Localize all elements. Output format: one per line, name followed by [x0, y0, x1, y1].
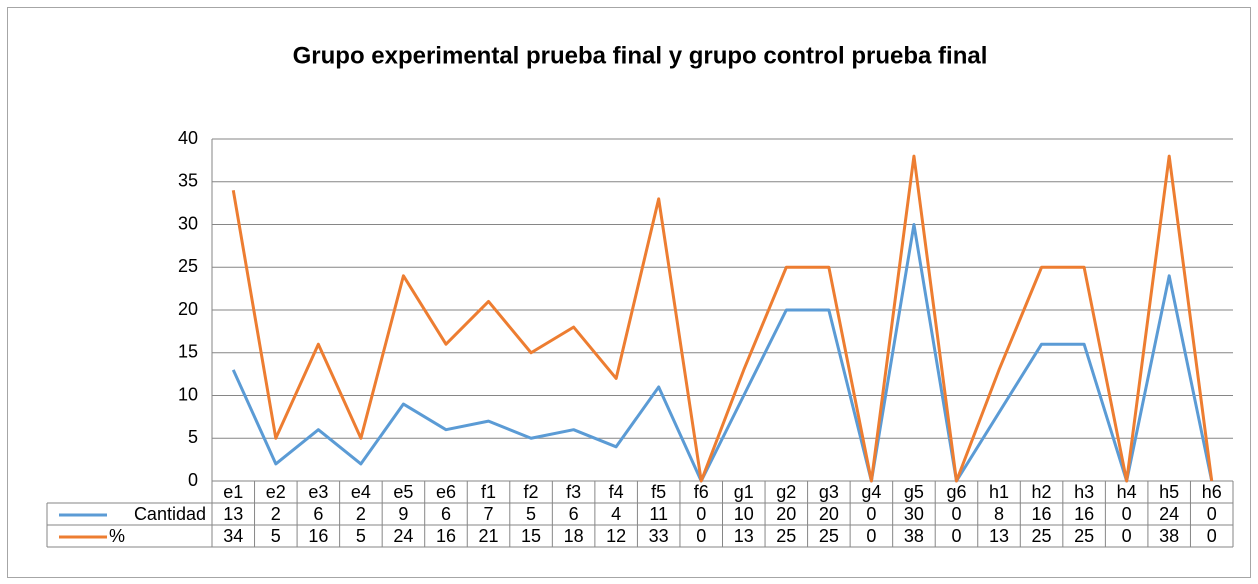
table-value: 0 [951, 504, 961, 524]
table-value: 21 [479, 526, 499, 546]
table-value: 5 [356, 526, 366, 546]
y-tick-label: 40 [178, 128, 198, 148]
table-value: 25 [1032, 526, 1052, 546]
x-tick-label: g2 [776, 482, 796, 502]
table-value: 0 [1122, 526, 1132, 546]
chart-title: Grupo experimental prueba final y grupo … [293, 42, 988, 69]
table-value: 30 [904, 504, 924, 524]
table-value: 13 [734, 526, 754, 546]
x-tick-label: e5 [393, 482, 413, 502]
x-tick-label: h1 [989, 482, 1009, 502]
x-tick-label: e4 [351, 482, 371, 502]
x-tick-label: h5 [1159, 482, 1179, 502]
x-tick-label: e3 [308, 482, 328, 502]
x-tick-label: g1 [734, 482, 754, 502]
table-value: 0 [866, 504, 876, 524]
table-value: 25 [1074, 526, 1094, 546]
table-value: 0 [1122, 504, 1132, 524]
table-value: 4 [611, 504, 621, 524]
y-tick-label: 10 [178, 384, 198, 404]
table-value: 18 [564, 526, 584, 546]
table-value: 2 [271, 504, 281, 524]
table-value: 0 [866, 526, 876, 546]
y-tick-label: 20 [178, 299, 198, 319]
x-tick-label: f3 [566, 482, 581, 502]
x-tick-label: h2 [1032, 482, 1052, 502]
series-line [231, 223, 1214, 483]
table-value: 5 [271, 526, 281, 546]
y-tick-label: 35 [178, 171, 198, 191]
table-value: 11 [649, 504, 668, 524]
x-tick-label: e6 [436, 482, 456, 502]
table-value: 24 [393, 526, 413, 546]
legend-label: % [109, 526, 125, 546]
x-tick-label: g6 [946, 482, 966, 502]
table-value: 2 [356, 504, 366, 524]
table-value: 6 [569, 504, 579, 524]
table-value: 20 [776, 504, 796, 524]
table-value: 13 [223, 504, 243, 524]
x-tick-label: h4 [1117, 482, 1137, 502]
x-tick-label: g4 [861, 482, 881, 502]
table-value: 34 [223, 526, 243, 546]
table-value: 16 [436, 526, 456, 546]
table-value: 0 [696, 526, 706, 546]
table-value: 0 [696, 504, 706, 524]
table-value: 8 [994, 504, 1004, 524]
x-tick-label: f6 [694, 482, 709, 502]
legend-label: Cantidad [134, 504, 206, 524]
x-tick-label: f2 [524, 482, 539, 502]
table-value: 7 [484, 504, 494, 524]
table-value: 6 [313, 504, 323, 524]
table-value: 10 [734, 504, 754, 524]
y-tick-label: 30 [178, 213, 198, 233]
table-value: 16 [1032, 504, 1052, 524]
table-value: 24 [1159, 504, 1179, 524]
table-value: 15 [521, 526, 541, 546]
x-tick-label: e2 [266, 482, 286, 502]
x-tick-label: f1 [481, 482, 496, 502]
table-value: 6 [441, 504, 451, 524]
x-tick-label: e1 [223, 482, 243, 502]
x-tick-label: g5 [904, 482, 924, 502]
table-value: 25 [819, 526, 839, 546]
y-tick-label: 5 [188, 427, 198, 447]
y-tick-label: 25 [178, 256, 198, 276]
chart-border [7, 7, 1251, 578]
x-tick-label: h3 [1074, 482, 1094, 502]
table-value: 5 [526, 504, 536, 524]
series-line [231, 154, 1214, 483]
table-value: 9 [398, 504, 408, 524]
table-value: 33 [649, 526, 669, 546]
x-tick-label: f4 [609, 482, 624, 502]
table-value: 38 [904, 526, 924, 546]
table-value: 13 [989, 526, 1009, 546]
table-value: 12 [606, 526, 626, 546]
table-value: 0 [951, 526, 961, 546]
table-value: 20 [819, 504, 839, 524]
y-tick-label: 0 [188, 470, 198, 490]
table-value: 0 [1207, 526, 1217, 546]
x-tick-label: g3 [819, 482, 839, 502]
table-value: 25 [776, 526, 796, 546]
table-value: 16 [1074, 504, 1094, 524]
x-tick-label: h6 [1202, 482, 1222, 502]
y-tick-label: 15 [178, 342, 198, 362]
table-value: 38 [1159, 526, 1179, 546]
table-value: 16 [308, 526, 328, 546]
table-value: 0 [1207, 504, 1217, 524]
x-tick-label: f5 [651, 482, 666, 502]
